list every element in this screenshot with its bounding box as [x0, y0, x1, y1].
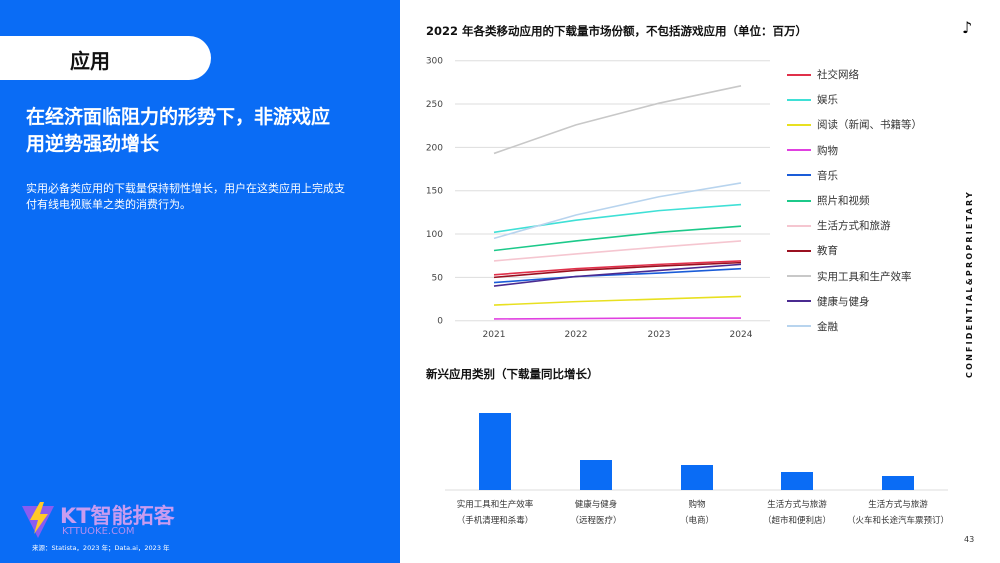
- headline: 在经济面临阻力的形势下，非游戏应用逆势强劲增长: [26, 106, 331, 155]
- bar: [781, 472, 813, 490]
- line-chart-legend: 社交网络娱乐阅读（新闻、书籍等） 购物音乐照片和视频生活方式和旅游 教育实用工具和生…: [787, 62, 922, 339]
- legend-label: 娱乐: [817, 94, 838, 107]
- y-tick-label: 0: [437, 317, 443, 327]
- logo-url: KTTUOKE.COM: [62, 526, 135, 537]
- page-number: 43: [964, 535, 975, 544]
- series-line-音乐: [493, 267, 742, 284]
- series-line-阅读（新闻、书籍等）: [493, 295, 742, 306]
- bar-category-label: 生活方式与旅游: [868, 499, 928, 510]
- bar: [681, 465, 713, 490]
- bar: [580, 460, 612, 490]
- subtext: 实用必备类应用的下载量保持韧性增长，用户在这类应用上完成支付有线电视账单之类的消…: [26, 182, 345, 211]
- bar-category-label: 购物: [688, 499, 706, 510]
- series-line-实用工具和生产效率: [493, 85, 742, 155]
- bar-category-label: 生活方式与旅游: [767, 499, 827, 510]
- bar-category-label: 健康与健身: [575, 499, 618, 510]
- left-panel: 应用 在经济面临阻力的形势下，非游戏应用逆势强劲增长 实用必备类应用的下载量保持…: [0, 0, 400, 563]
- legend-swatch: [787, 300, 811, 303]
- legend-label: 购物: [817, 144, 838, 157]
- legend-label: 阅读（新闻、书籍等）: [817, 119, 922, 132]
- legend-label: 生活方式和旅游: [817, 220, 891, 233]
- legend-item: 音乐: [787, 163, 922, 188]
- bar-category-label: 实用工具和生产效率: [457, 499, 534, 510]
- legend-item: 社交网络: [787, 62, 922, 87]
- legend-swatch: [787, 73, 811, 76]
- line-chart-title: 2022 年各类移动应用的下载量市场份额，不包括游戏应用（单位：百万）: [426, 24, 808, 38]
- legend-swatch: [787, 174, 811, 177]
- legend-item: 娱乐: [787, 87, 922, 112]
- legend-item: 健康与健身: [787, 289, 922, 314]
- logo: KT智能拓客 KTTUOKE.COM: [20, 500, 220, 540]
- bar: [479, 413, 511, 490]
- series-line-社交网络: [493, 260, 742, 276]
- section-label: 应用: [70, 49, 110, 73]
- legend-item: 照片和视频: [787, 188, 922, 213]
- legend-label: 教育: [817, 245, 838, 258]
- legend-swatch: [787, 98, 811, 101]
- legend-swatch: [787, 199, 811, 202]
- legend-label: 社交网络: [817, 69, 859, 82]
- legend-swatch: [787, 224, 811, 227]
- lightning-logo-icon: [22, 502, 54, 538]
- x-tick-label: 2023: [648, 330, 671, 340]
- legend-item: 金融: [787, 314, 922, 339]
- legend-swatch: [787, 249, 811, 252]
- legend-item: 生活方式和旅游: [787, 213, 922, 238]
- legend-swatch: [787, 325, 811, 328]
- legend-item: 实用工具和生产效率: [787, 264, 922, 289]
- legend-label: 健康与健身: [817, 295, 870, 308]
- bar-category-label: （超市和便利店）: [763, 515, 831, 526]
- y-tick-label: 100: [426, 230, 443, 240]
- y-tick-label: 300: [426, 57, 443, 67]
- x-tick-label: 2021: [483, 330, 506, 340]
- legend-item: 购物: [787, 138, 922, 163]
- y-tick-label: 200: [426, 143, 443, 153]
- legend-swatch: [787, 275, 811, 278]
- bar-category-label: （远程医疗）: [570, 515, 621, 526]
- y-tick-label: 250: [426, 100, 443, 110]
- x-tick-label: 2022: [565, 330, 588, 340]
- bar-category-label: （火车和长途汽车票预订）: [847, 515, 949, 526]
- legend-label: 音乐: [817, 169, 838, 182]
- bar-category-label: （手机清理和杀毒）: [457, 515, 534, 526]
- legend-label: 照片和视频: [817, 195, 870, 208]
- bar-chart-title: 新兴应用类别（下载量同比增长）: [426, 367, 599, 381]
- y-tick-label: 50: [432, 273, 444, 283]
- x-tick-label: 2024: [730, 330, 753, 340]
- legend-label: 实用工具和生产效率: [817, 270, 912, 283]
- series-line-生活方式和旅游: [493, 240, 742, 262]
- legend-swatch: [787, 149, 811, 152]
- section-tab: 应用: [0, 36, 211, 80]
- legend-item: 阅读（新闻、书籍等）: [787, 112, 922, 137]
- source-note: 来源：Statista，2023 年；Data.ai，2023 年: [32, 544, 170, 552]
- series-line-健康与健身: [493, 263, 742, 287]
- series-line-教育: [493, 261, 742, 279]
- series-line-购物: [493, 317, 741, 320]
- series-line-照片和视频: [493, 225, 742, 252]
- legend-label: 金融: [817, 320, 838, 333]
- y-tick-label: 150: [426, 187, 443, 197]
- series-line-金融: [493, 182, 742, 240]
- tiktok-icon: ♪: [962, 18, 973, 37]
- bar-category-label: （电商）: [680, 515, 714, 526]
- legend-swatch: [787, 123, 811, 126]
- logo-text: KT智能拓客: [60, 504, 175, 528]
- legend-item: 教育: [787, 238, 922, 263]
- bar: [882, 476, 914, 490]
